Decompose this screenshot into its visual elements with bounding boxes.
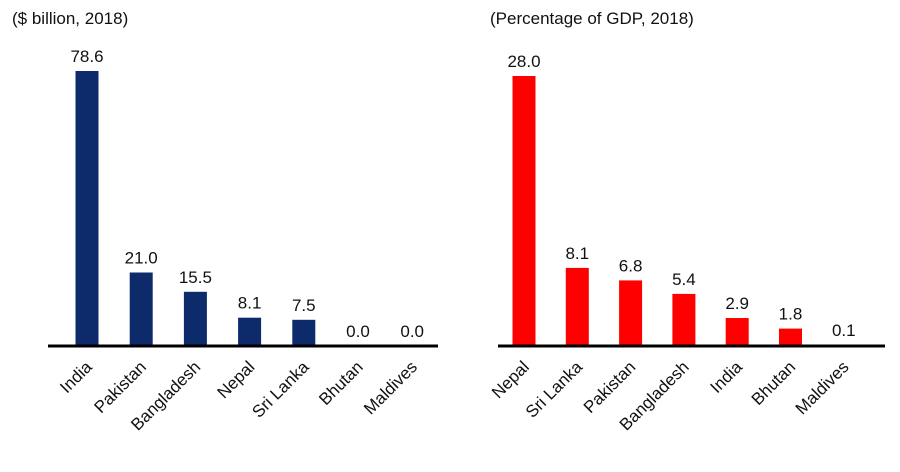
left-category-label: India [56,357,96,397]
left-value-label: 8.1 [238,294,262,313]
left-bar-nepal [238,317,262,346]
right-category-label: Nepal [488,357,533,402]
left-bar-sri-lanka [292,319,316,346]
left-value-label: 78.6 [70,47,103,66]
right-value-label: 28.0 [507,52,540,71]
right-category-label: Bhutan [748,357,800,409]
left-bar-pakistan [129,272,153,346]
left-value-label: 7.5 [292,296,316,315]
left-value-label: 0.0 [400,322,424,341]
right-value-label: 5.4 [672,270,696,289]
right-category-label: Sri Lanka [522,357,587,422]
right-value-label: 1.8 [779,305,803,324]
left-category-label: Sri Lanka [248,357,313,422]
left-category-label: Bhutan [315,357,367,409]
right-bar-nepal [512,76,536,346]
right-category-label: Maldives [792,357,853,418]
left-category-label: Maldives [360,357,421,418]
left-bar-bangladesh [183,291,207,346]
left-bar-india [75,71,99,346]
left-value-label: 15.5 [179,268,212,287]
right-value-label: 8.1 [565,244,589,263]
right-bar-bangladesh [672,293,696,346]
left-chart-subtitle: ($ billion, 2018) [12,9,128,28]
right-bar-india [725,318,749,346]
right-category-label: India [707,357,747,397]
left-chart: 78.6India21.0Pakistan15.5Bangladesh8.1Ne… [48,47,438,434]
left-value-label: 21.0 [125,249,158,268]
right-value-label: 6.8 [619,256,643,275]
left-value-label: 0.0 [346,322,370,341]
right-chart-subtitle: (Percentage of GDP, 2018) [490,9,694,28]
right-value-label: 0.1 [832,321,856,340]
right-bar-pakistan [619,280,643,346]
right-bar-sri-lanka [565,267,589,346]
left-category-label: Nepal [214,357,259,402]
right-value-label: 2.9 [725,294,749,313]
right-bar-bhutan [779,328,802,346]
